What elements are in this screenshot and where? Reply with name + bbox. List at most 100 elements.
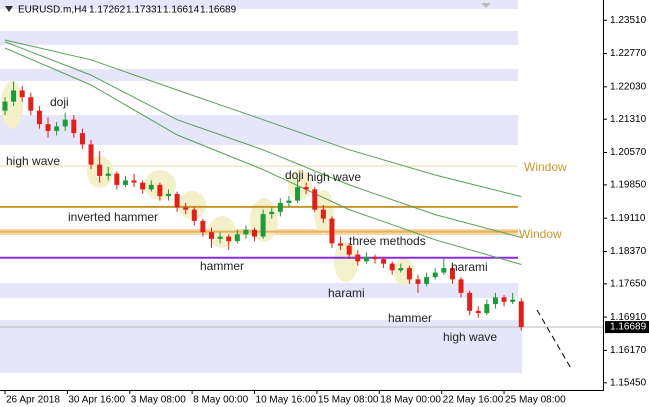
candle-body <box>501 297 507 302</box>
moving-average <box>4 41 522 238</box>
zone <box>0 69 518 81</box>
highlight <box>334 242 358 282</box>
y-tick-label: 1.17650 <box>610 278 647 289</box>
candle-body <box>2 101 8 111</box>
candle-body <box>45 124 51 131</box>
y-tick-label: 1.15450 <box>610 377 647 388</box>
x-tick-label: 3 May 08:00 <box>131 395 186 406</box>
x-tick-label: 10 May 16:00 <box>256 395 317 406</box>
candle-body <box>88 144 94 165</box>
y-tick-label: 1.22770 <box>610 48 647 59</box>
zone <box>0 115 518 145</box>
x-tick-label: 25 May 08:00 <box>505 395 566 406</box>
window-label: Window <box>519 227 562 241</box>
candle-body <box>398 268 404 271</box>
y-tick-label: 1.16910 <box>610 312 647 323</box>
x-tick-label: 22 May 16:00 <box>443 395 504 406</box>
annotation: high wave <box>6 154 60 168</box>
zone <box>0 0 518 9</box>
annotation: three methods <box>349 234 426 248</box>
candle-body <box>467 292 473 311</box>
candle-body <box>54 126 60 131</box>
candle-body <box>329 218 335 244</box>
candle-body <box>260 214 266 237</box>
close: 1.16689 <box>200 5 237 16</box>
candle-body <box>122 180 128 185</box>
price-tag-bg <box>605 321 649 334</box>
candle-body <box>36 110 42 125</box>
window-label: Window <box>524 160 567 174</box>
candle-body <box>458 279 464 293</box>
y-tick-label: 1.20570 <box>610 147 647 158</box>
candle-body <box>79 133 85 145</box>
y-tick-label: 1.19110 <box>610 213 646 224</box>
candle-body <box>381 259 387 264</box>
highlight <box>1 81 23 129</box>
annotation: doji <box>285 168 304 182</box>
moving-average <box>4 47 522 265</box>
annotation: high wave <box>307 170 361 184</box>
x-tick-label: 15 May 08:00 <box>318 395 379 406</box>
candle-body <box>131 180 137 183</box>
y-tick-label: 1.21310 <box>610 114 647 125</box>
annotation: inverted hammer <box>68 210 158 224</box>
header-icon <box>5 6 13 12</box>
candle-body <box>277 202 283 212</box>
axes: 1.23510 1.22770 1.22030 1.21310 1.20570 1.198… <box>4 15 649 406</box>
candle-body <box>441 268 447 273</box>
annotation: harami <box>451 260 488 274</box>
x-tick-label: 18 May 00:00 <box>380 395 441 406</box>
candle-body <box>148 184 154 190</box>
zone <box>0 283 518 298</box>
annotation: high wave <box>443 330 497 344</box>
candle-body <box>97 164 103 176</box>
candle-body <box>11 90 17 102</box>
x-tick-label: 30 Apr 16:00 <box>68 395 125 406</box>
candle-body <box>28 97 34 111</box>
zones <box>0 0 522 373</box>
low: 1.16614 <box>163 5 200 16</box>
y-tick-label: 1.16170 <box>610 345 647 356</box>
candle-body <box>346 245 352 255</box>
open: 1.17262 <box>89 5 126 16</box>
symbol: EURUSD.m,H4 <box>18 5 87 16</box>
y-tick-label: 1.18370 <box>610 246 647 257</box>
zone <box>0 320 522 373</box>
candle-body <box>415 279 421 284</box>
price-tag: 1.16689 <box>610 322 647 333</box>
candle-body <box>320 209 326 219</box>
highlight <box>178 191 206 219</box>
candle-body <box>492 297 498 305</box>
candle-body <box>114 173 120 185</box>
y-tick-label: 1.23510 <box>610 15 647 26</box>
annotation: harami <box>328 286 365 300</box>
candle-body <box>518 301 524 328</box>
candle-body <box>252 229 258 237</box>
candle-body <box>217 236 223 239</box>
candle-body <box>165 193 171 197</box>
candle-body <box>475 310 481 314</box>
candle-body <box>105 173 111 176</box>
candle-body <box>355 254 361 262</box>
candle-body <box>140 182 146 190</box>
candle-body <box>424 277 430 284</box>
candle-body <box>174 193 180 208</box>
candle-body <box>208 232 214 239</box>
annotation: hammer <box>388 311 432 325</box>
plot <box>0 39 524 331</box>
candle-body <box>363 256 369 262</box>
y-tick-label: 1.22030 <box>610 81 647 92</box>
candle-body <box>312 189 318 210</box>
candle-body <box>269 211 275 215</box>
moving-average <box>4 39 522 198</box>
candle-body <box>183 207 189 210</box>
candle-body <box>432 272 438 278</box>
candle-body <box>372 256 378 260</box>
candle-body <box>226 236 232 242</box>
annotation: doji <box>50 95 69 109</box>
candle-body <box>71 119 77 134</box>
candle-body <box>484 304 490 314</box>
candle-body <box>406 268 412 280</box>
candle-body <box>200 220 206 233</box>
